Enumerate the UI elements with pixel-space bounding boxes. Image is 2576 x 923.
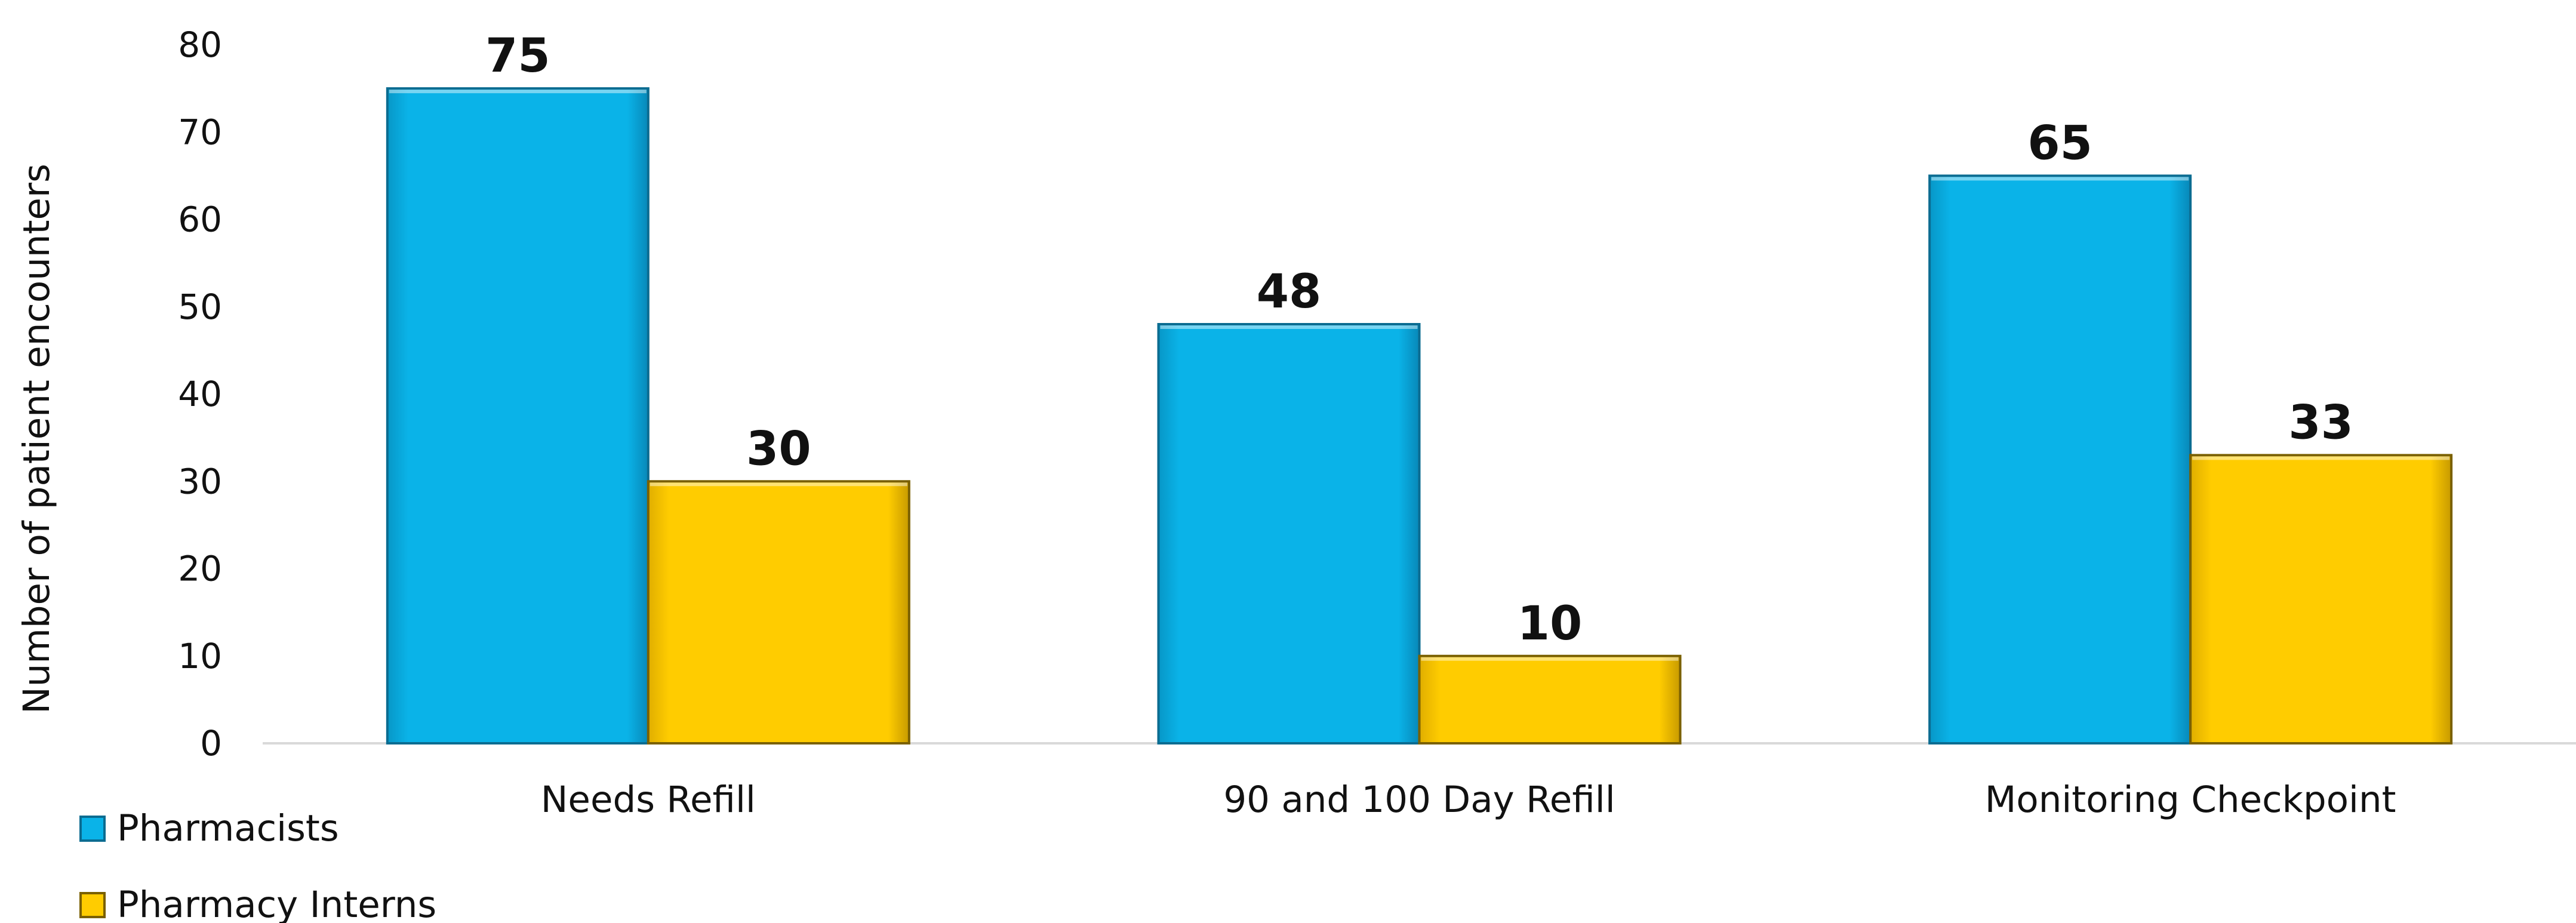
y-tick-label-0: 0 [200,723,222,764]
data-label-pharmacy-interns-needs-refill: 30 [746,422,811,476]
bar-pharmacy-interns-needs-refill [647,480,910,744]
bar-top-highlight [1421,657,1679,661]
y-tick-label-20: 20 [178,549,222,589]
y-axis-ticks: 0 10 20 30 40 50 60 70 80 [178,24,222,764]
bar-top-highlight [650,482,907,487]
legend: Pharmacists Pharmacy Interns [79,807,436,923]
data-label-pharmacists-90-and-100-day-refill: 48 [1257,265,1322,319]
data-label-pharmacists-needs-refill: 75 [485,29,550,83]
x-tick-label-monitoring-checkpoint: Monitoring Checkpoint [1985,779,2396,821]
y-axis-title: Number of patient encounters [16,164,58,714]
x-tick-label-needs-refill: Needs Refill [541,779,756,821]
bar-pharmacists-needs-refill [386,87,650,744]
legend-label-pharmacy-interns: Pharmacy Interns [117,884,436,923]
bars [386,87,2453,744]
bar-top-highlight [2192,456,2450,460]
legend-item-pharmacy-interns: Pharmacy Interns [79,884,436,923]
bar-pharmacy-interns-90-and-100-day-refill [1418,654,1682,744]
bar-pharmacy-interns-monitoring-checkpoint [2189,454,2453,744]
x-tick-label-90-and-100-day-refill: 90 and 100 Day Refill [1223,779,1615,821]
data-label-pharmacy-interns-monitoring-checkpoint: 33 [2288,396,2353,450]
bar-pharmacists-90-and-100-day-refill [1157,323,1421,744]
bar-top-highlight [1160,325,1418,329]
data-label-pharmacists-monitoring-checkpoint: 65 [2027,116,2092,170]
y-tick-label-50: 50 [178,287,222,327]
legend-swatch-pharmacy-interns [79,892,106,918]
data-labels: 75 30 48 10 65 33 [485,29,2353,651]
legend-swatch-pharmacists [79,816,106,842]
legend-item-pharmacists: Pharmacists [79,807,339,850]
y-tick-label-40: 40 [178,374,222,414]
y-tick-label-30: 30 [178,461,222,502]
y-tick-label-80: 80 [178,24,222,65]
legend-label-pharmacists: Pharmacists [117,807,339,850]
y-tick-label-10: 10 [178,636,222,676]
y-tick-label-70: 70 [178,112,222,152]
x-axis-ticks: Needs Refill 90 and 100 Day Refill Monitor… [541,779,2396,821]
data-label-pharmacy-interns-90-and-100-day-refill: 10 [1518,597,1583,651]
bar-top-highlight [389,90,647,94]
y-tick-label-60: 60 [178,199,222,240]
bar-top-highlight [1931,177,2189,181]
bar-pharmacists-monitoring-checkpoint [1928,174,2192,744]
